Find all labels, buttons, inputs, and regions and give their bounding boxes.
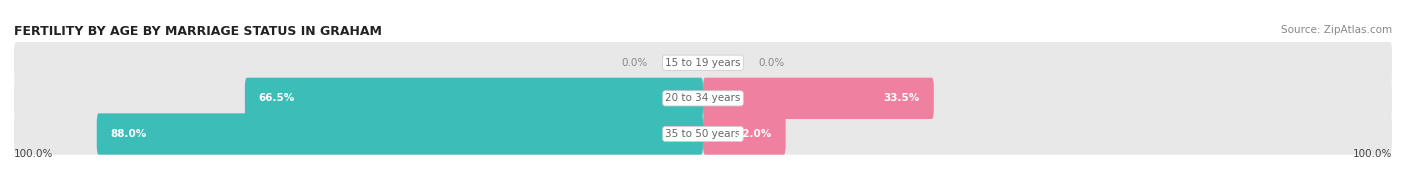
Text: FERTILITY BY AGE BY MARRIAGE STATUS IN GRAHAM: FERTILITY BY AGE BY MARRIAGE STATUS IN G… bbox=[14, 25, 382, 38]
FancyBboxPatch shape bbox=[245, 78, 703, 119]
Text: 20 to 34 years: 20 to 34 years bbox=[665, 93, 741, 103]
FancyBboxPatch shape bbox=[14, 42, 1392, 83]
Text: 100.0%: 100.0% bbox=[1353, 149, 1392, 159]
FancyBboxPatch shape bbox=[14, 113, 1392, 155]
Text: 88.0%: 88.0% bbox=[111, 129, 146, 139]
Text: 66.5%: 66.5% bbox=[259, 93, 295, 103]
FancyBboxPatch shape bbox=[703, 78, 934, 119]
FancyBboxPatch shape bbox=[97, 113, 703, 155]
Text: Source: ZipAtlas.com: Source: ZipAtlas.com bbox=[1281, 25, 1392, 35]
Text: 35 to 50 years: 35 to 50 years bbox=[665, 129, 741, 139]
Text: 12.0%: 12.0% bbox=[735, 129, 772, 139]
Text: 15 to 19 years: 15 to 19 years bbox=[665, 58, 741, 68]
Text: 0.0%: 0.0% bbox=[758, 58, 785, 68]
Text: 100.0%: 100.0% bbox=[14, 149, 53, 159]
Text: 0.0%: 0.0% bbox=[621, 58, 648, 68]
FancyBboxPatch shape bbox=[14, 78, 1392, 119]
FancyBboxPatch shape bbox=[703, 113, 786, 155]
Text: 33.5%: 33.5% bbox=[884, 93, 920, 103]
